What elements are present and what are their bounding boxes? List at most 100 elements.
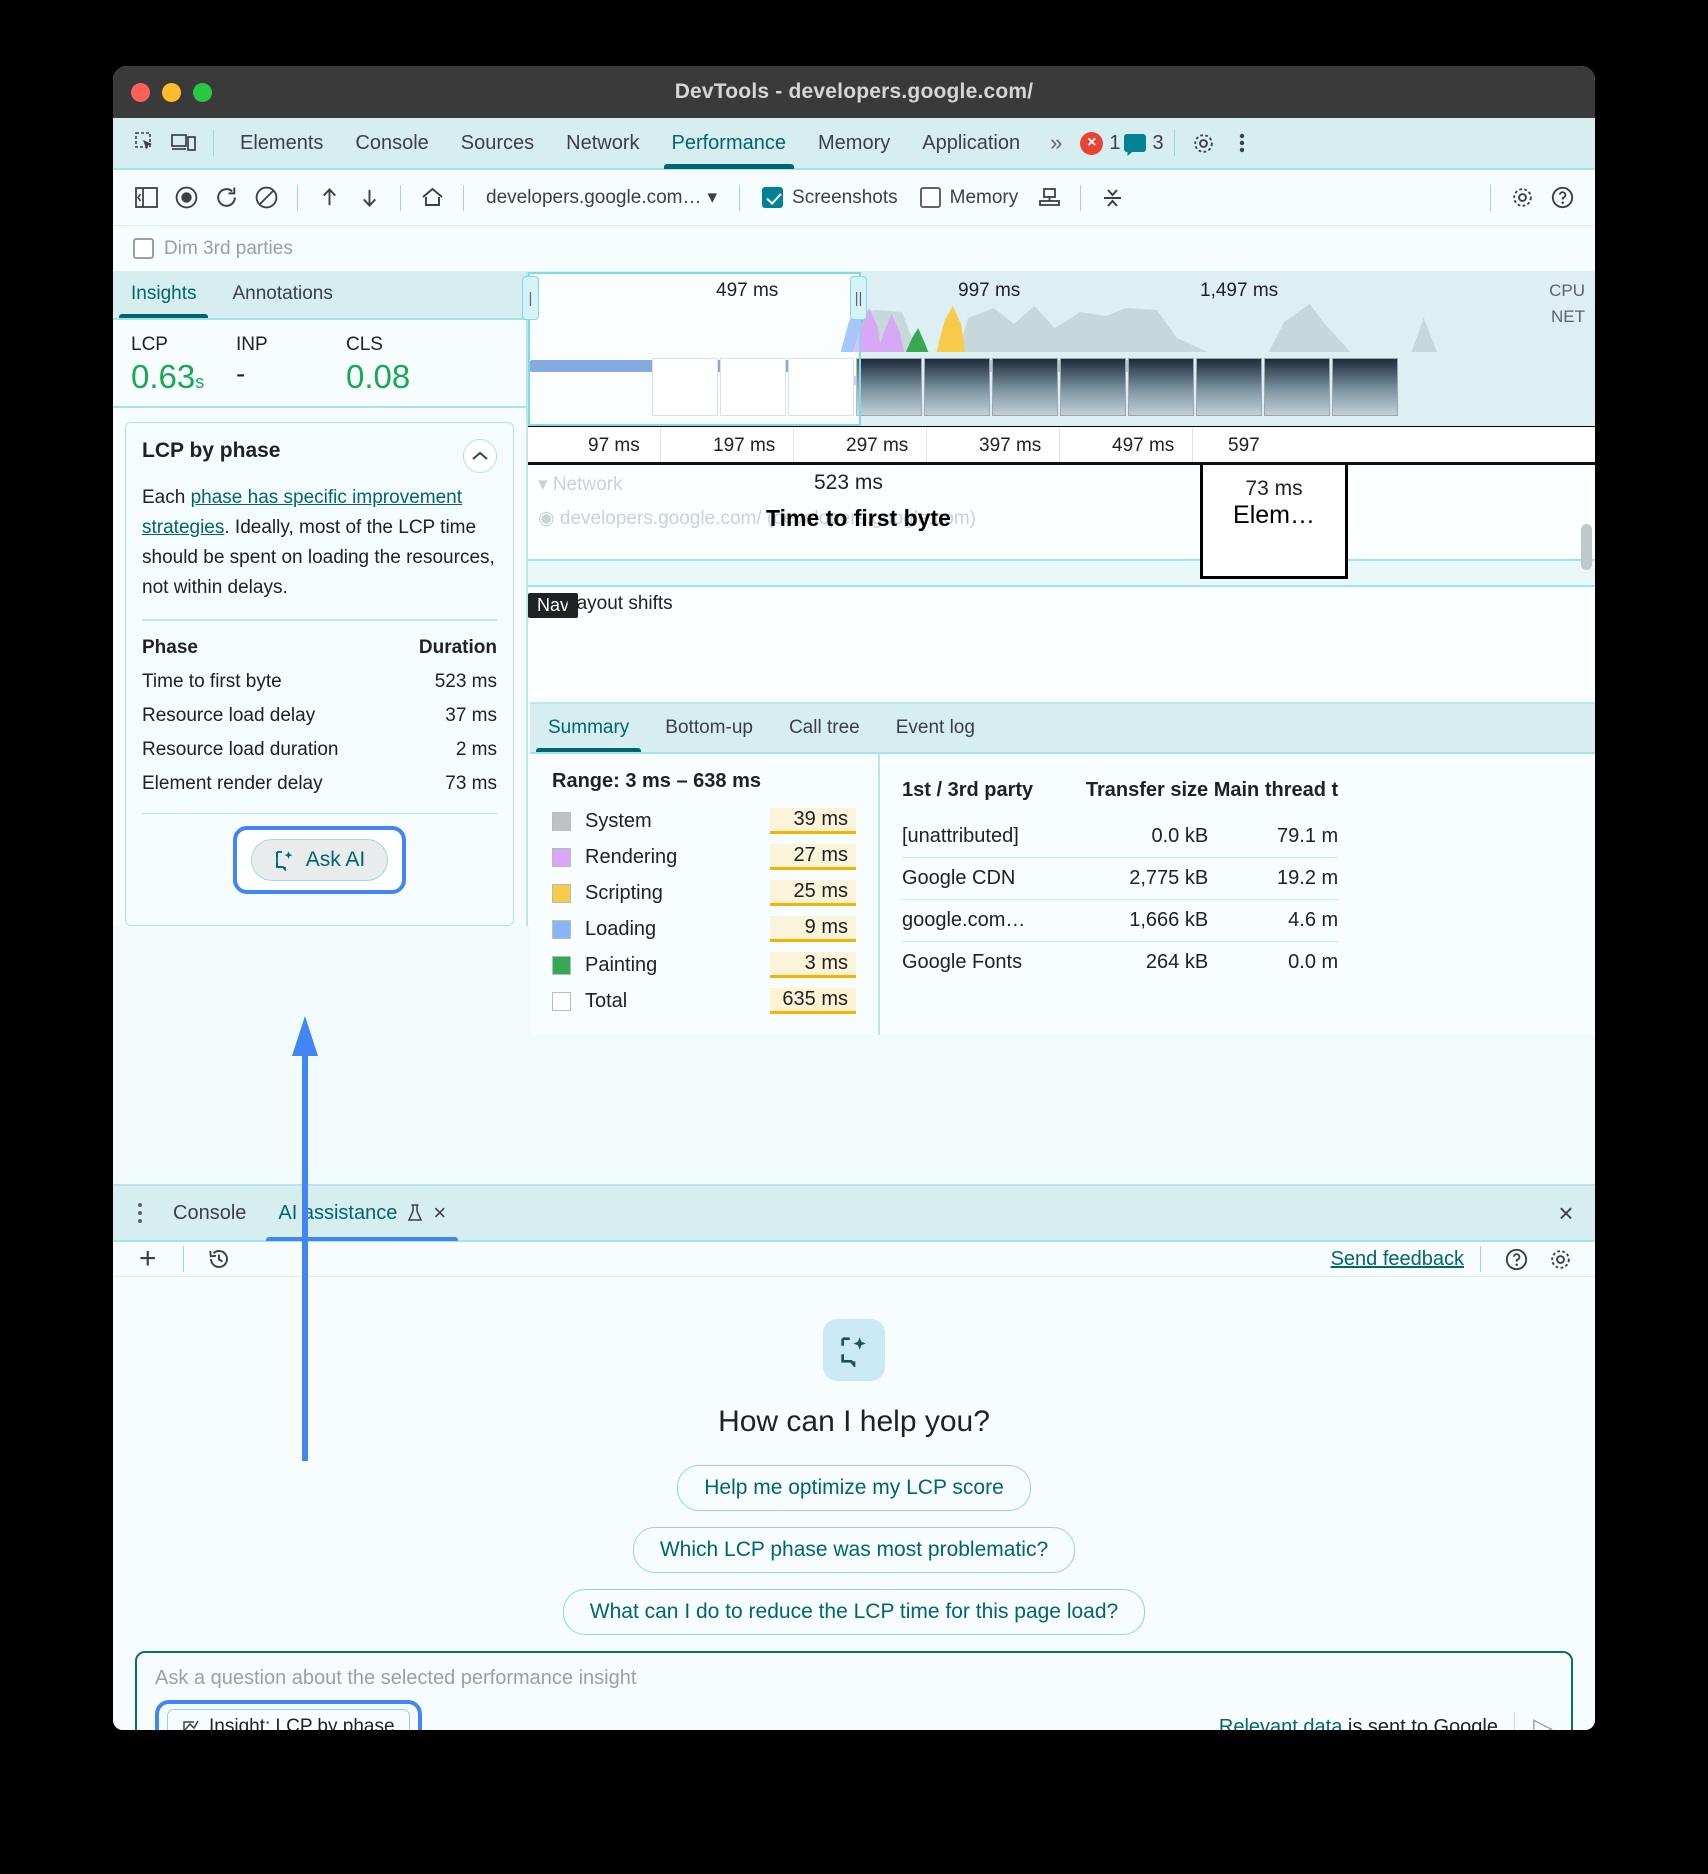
clear-recording-button[interactable] bbox=[247, 181, 285, 215]
minimize-window-button[interactable] bbox=[162, 82, 181, 102]
recording-selector[interactable]: developers.google.com… ▾ bbox=[476, 186, 727, 209]
filmstrip-frame[interactable] bbox=[992, 358, 1058, 416]
filmstrip-frame[interactable] bbox=[652, 358, 718, 416]
network-request-row[interactable]: ◉ developers.google.com/ (developers.goo… bbox=[538, 508, 977, 529]
upload-profile-icon[interactable] bbox=[310, 181, 348, 215]
drawer-gear-icon[interactable] bbox=[1541, 1242, 1579, 1276]
record-button[interactable] bbox=[167, 181, 205, 215]
memory-checkbox[interactable]: Memory bbox=[910, 187, 1029, 209]
table-row[interactable]: Google CDN 2,775 kB 19.2 m bbox=[902, 858, 1339, 900]
tab-network[interactable]: Network bbox=[566, 131, 640, 154]
tab-summary[interactable]: Summary bbox=[530, 704, 647, 752]
maximize-window-button[interactable] bbox=[193, 82, 212, 102]
tab-sources[interactable]: Sources bbox=[460, 131, 535, 154]
layout-shifts-track-label[interactable]: Layout shifts bbox=[566, 593, 673, 614]
table-row[interactable]: Element render delay 73 ms bbox=[142, 767, 497, 801]
tab-call-tree[interactable]: Call tree bbox=[788, 717, 860, 738]
metric-cls[interactable]: CLS 0.08 bbox=[346, 334, 410, 396]
metric-inp[interactable]: INP - bbox=[236, 334, 346, 396]
improvement-strategies-link[interactable]: phase has specific improvement strategie… bbox=[142, 486, 463, 538]
context-chip-insight[interactable]: Insight: LCP by phase bbox=[167, 1709, 410, 1730]
table-row[interactable]: Resource load delay 37 ms bbox=[142, 699, 497, 733]
ruler-tick: 97 ms bbox=[588, 435, 640, 456]
overview-handle-right[interactable]: || bbox=[850, 276, 867, 320]
suggestion-button-2[interactable]: Which LCP phase was most problematic? bbox=[632, 1527, 1076, 1573]
overview-handle-left[interactable]: | bbox=[522, 276, 539, 320]
filmstrip-frame[interactable] bbox=[1196, 358, 1262, 416]
legend-row[interactable]: Painting 3 ms bbox=[552, 947, 856, 983]
tab-insights[interactable]: Insights bbox=[113, 270, 214, 318]
more-options-icon[interactable] bbox=[1223, 126, 1261, 160]
table-row[interactable]: Resource load duration 2 ms bbox=[142, 733, 497, 767]
filmstrip-frame[interactable] bbox=[1332, 358, 1398, 416]
window-controls[interactable] bbox=[113, 82, 212, 102]
tab-event-log[interactable]: Event log bbox=[895, 717, 975, 738]
drawer-tab-console[interactable]: Console bbox=[173, 1201, 247, 1224]
tab-memory[interactable]: Memory bbox=[818, 131, 891, 154]
suggestion-button-3[interactable]: What can I do to reduce the LCP time for… bbox=[562, 1589, 1146, 1635]
tab-bottom-up[interactable]: Bottom-up bbox=[665, 717, 753, 738]
table-row[interactable]: Time to first byte 523 ms bbox=[142, 665, 497, 699]
legend-row[interactable]: Loading 9 ms bbox=[552, 911, 856, 947]
nav-chip[interactable]: Nav bbox=[528, 593, 579, 618]
collapse-tracks-icon[interactable] bbox=[1093, 181, 1131, 215]
tab-application[interactable]: Application bbox=[922, 131, 1021, 154]
timeline-overview[interactable]: | || 497 ms 997 ms 1,497 ms CPU NET bbox=[522, 272, 1595, 427]
tab-elements[interactable]: Elements bbox=[240, 131, 324, 154]
drawer-more-options-icon[interactable] bbox=[123, 1203, 157, 1223]
more-tabs-icon[interactable]: » bbox=[1050, 130, 1063, 155]
message-count-badge[interactable]: 3 bbox=[1124, 132, 1164, 155]
download-profile-icon[interactable] bbox=[350, 181, 388, 215]
screenshots-checkbox[interactable]: Screenshots bbox=[752, 187, 908, 209]
inspect-icon[interactable] bbox=[127, 126, 165, 160]
sidebar-toggle-icon[interactable] bbox=[127, 181, 165, 215]
table-row[interactable]: google.com… 1,666 kB 4.6 m bbox=[902, 900, 1339, 942]
timeline-scrollbar-thumb[interactable] bbox=[1581, 524, 1592, 570]
drawer-tab-ai-assistance[interactable]: AI assistance × bbox=[262, 1185, 462, 1241]
tab-console[interactable]: Console bbox=[355, 131, 429, 154]
gear-icon[interactable] bbox=[1185, 126, 1223, 160]
drawer-tab-close-icon[interactable]: × bbox=[433, 1200, 447, 1225]
send-feedback-link[interactable]: Send feedback bbox=[1330, 1247, 1464, 1270]
drawer-close-icon[interactable]: × bbox=[1558, 1197, 1574, 1228]
filmstrip-frame[interactable] bbox=[1264, 358, 1330, 416]
suggestion-button-1[interactable]: Help me optimize my LCP score bbox=[677, 1465, 1031, 1511]
perf-settings-gear-icon[interactable] bbox=[1503, 181, 1541, 215]
overview-selection-window[interactable]: | || bbox=[522, 272, 867, 426]
chat-input-container[interactable]: Ask a question about the selected perfor… bbox=[135, 1651, 1573, 1730]
drawer-help-icon[interactable] bbox=[1497, 1242, 1535, 1276]
reload-and-record-button[interactable] bbox=[207, 181, 245, 215]
network-track-label[interactable]: ▾ Network bbox=[538, 474, 623, 495]
tab-annotations[interactable]: Annotations bbox=[232, 283, 333, 304]
error-count-badge[interactable]: × 1 bbox=[1080, 131, 1120, 155]
close-window-button[interactable] bbox=[131, 82, 150, 102]
table-row[interactable]: Google Fonts 264 kB 0.0 m bbox=[902, 942, 1338, 983]
filmstrip-frame[interactable] bbox=[720, 358, 786, 416]
device-toolbar-icon[interactable] bbox=[165, 126, 203, 160]
element-render-delay-overlay[interactable]: 73 ms Elem… bbox=[1200, 465, 1348, 579]
filmstrip-frame[interactable] bbox=[1060, 358, 1126, 416]
garbage-collect-icon[interactable] bbox=[1030, 181, 1068, 215]
relevant-data-link[interactable]: Relevant data bbox=[1218, 1715, 1343, 1731]
new-chat-icon[interactable]: + bbox=[139, 1242, 157, 1275]
dim-third-parties-row[interactable]: Dim 3rd parties bbox=[113, 226, 1595, 272]
insight-card-lcp-by-phase[interactable]: LCP by phase Each phase has specific imp… bbox=[125, 421, 514, 926]
filmstrip-frame[interactable] bbox=[1128, 358, 1194, 416]
history-icon[interactable] bbox=[200, 1242, 238, 1276]
table-row[interactable]: [unattributed] 0.0 kB 79.1 m bbox=[902, 816, 1339, 858]
legend-row[interactable]: System 39 ms bbox=[552, 803, 856, 839]
home-icon[interactable] bbox=[413, 181, 451, 215]
experiment-flask-icon bbox=[408, 1204, 423, 1221]
filmstrip-frame[interactable] bbox=[856, 358, 922, 416]
filmstrip-frame[interactable] bbox=[788, 358, 854, 416]
tab-performance[interactable]: Performance bbox=[656, 117, 803, 169]
legend-value: 39 ms bbox=[770, 808, 856, 834]
metric-lcp[interactable]: LCP 0.63s bbox=[131, 334, 236, 396]
ask-ai-button[interactable]: Ask AI bbox=[250, 839, 389, 881]
chevron-up-icon[interactable] bbox=[463, 438, 497, 473]
send-icon[interactable]: ▷ bbox=[1514, 1711, 1553, 1730]
perf-help-icon[interactable] bbox=[1543, 181, 1581, 215]
filmstrip-frame[interactable] bbox=[924, 358, 990, 416]
legend-row[interactable]: Rendering 27 ms bbox=[552, 839, 856, 875]
legend-row[interactable]: Scripting 25 ms bbox=[552, 875, 856, 911]
